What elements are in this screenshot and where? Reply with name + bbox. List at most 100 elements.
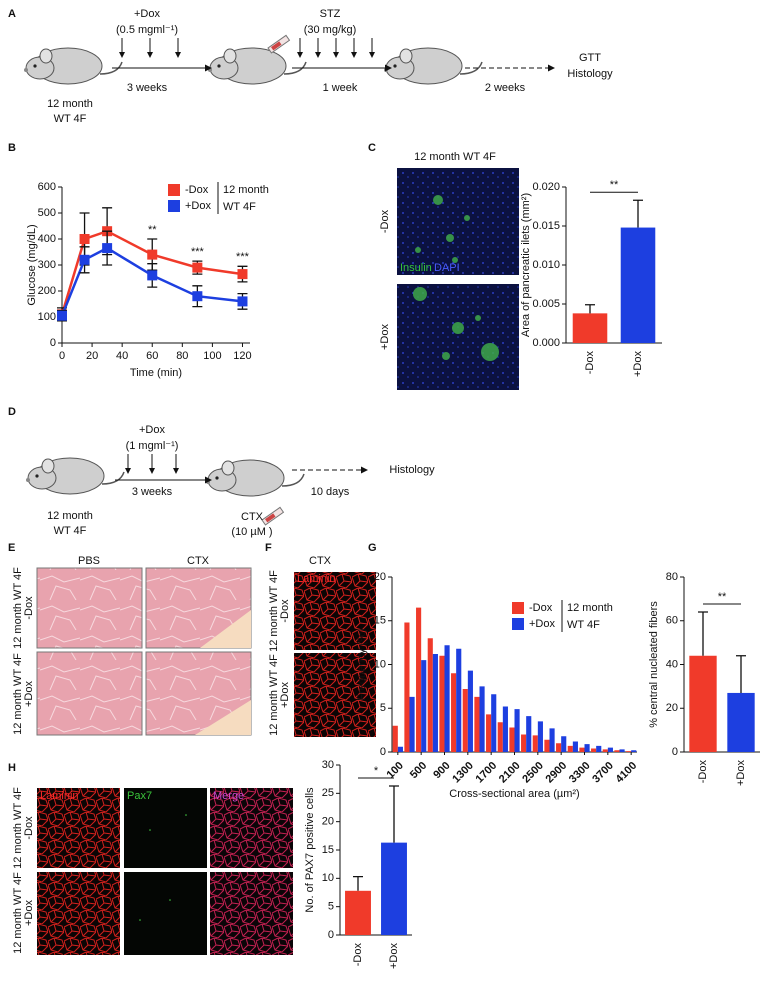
label: 1 week <box>323 82 358 94</box>
bar <box>532 735 538 752</box>
y-tick-label: 400 <box>38 233 56 245</box>
label: Histology <box>389 464 435 476</box>
row-label: +Dox <box>23 681 35 707</box>
arrow-head <box>205 64 212 72</box>
mouse-tail <box>281 473 305 487</box>
significance: * <box>374 765 379 777</box>
y-tick-label: 300 <box>38 259 56 271</box>
bar <box>474 696 480 752</box>
column-label: CTX <box>187 555 210 567</box>
x-tick-label: -Dox <box>697 760 709 784</box>
panel-letter: H <box>8 762 16 774</box>
error-bar <box>736 655 746 693</box>
point <box>237 296 248 307</box>
bar <box>421 660 427 752</box>
annotation: *** <box>191 246 205 258</box>
micrograph <box>124 788 207 868</box>
arrow-head <box>173 468 179 474</box>
bar <box>556 743 562 752</box>
bar <box>467 670 473 752</box>
point <box>57 310 67 321</box>
x-tick-label: +Dox <box>632 351 644 377</box>
bar <box>409 696 415 752</box>
bar <box>392 725 398 752</box>
bar <box>614 750 620 752</box>
label: (30 mg/kg) <box>304 24 357 36</box>
annotation: ** <box>148 224 157 236</box>
islet <box>433 195 443 205</box>
mouse-eye <box>33 64 37 68</box>
label: 10 days <box>311 486 350 498</box>
bar <box>404 622 410 752</box>
point <box>147 270 158 281</box>
mouse-eye <box>217 64 221 68</box>
bar <box>619 749 625 752</box>
label: (0.5 mgml⁻¹) <box>116 24 178 36</box>
arrow-head <box>385 64 392 72</box>
x-axis-label: Cross-sectional area (µm²) <box>449 788 579 800</box>
y-tick-label: 0.020 <box>532 181 560 193</box>
arrow-head <box>361 466 368 474</box>
legend-label: -Dox <box>529 602 553 614</box>
mouse-eye <box>35 474 39 478</box>
point <box>192 291 203 302</box>
x-tick-label: 1300 <box>450 760 476 786</box>
stain-label: Pax7 <box>127 790 152 802</box>
bar <box>479 686 485 752</box>
x-tick-label: +Dox <box>735 760 747 786</box>
content: A B C D E F G H 12 month WT 4F +Dox (0.5 mgml⁻¹) 3 w… <box>8 8 760 969</box>
x-tick-label: 40 <box>116 350 128 362</box>
mouse-ear <box>41 458 55 474</box>
bar <box>579 747 585 752</box>
point <box>102 243 113 254</box>
point <box>147 249 158 260</box>
pax7-dot <box>139 919 141 921</box>
bar <box>591 748 597 752</box>
row-label: +Dox <box>279 682 291 708</box>
y-tick-label: 15 <box>322 844 334 856</box>
mouse-ear <box>399 48 413 64</box>
x-tick-label: 2100 <box>497 760 523 786</box>
bar <box>521 734 527 752</box>
column-label: CTX <box>309 555 332 567</box>
micrograph <box>36 651 143 736</box>
y-tick-label: 500 <box>38 207 56 219</box>
y-tick-label: 200 <box>38 285 56 297</box>
row-label: +Dox <box>379 324 391 350</box>
mouse-ear <box>221 460 235 476</box>
x-tick-label: 900 <box>431 760 452 781</box>
y-tick-label: 30 <box>322 759 334 771</box>
legend-label: +Dox <box>529 618 555 630</box>
bar <box>727 692 755 752</box>
label: +Dox <box>134 8 160 20</box>
y-tick-label: 0.010 <box>532 259 560 271</box>
point <box>192 262 203 273</box>
x-tick-label: 60 <box>146 350 158 362</box>
bar <box>439 655 445 752</box>
row-label: 12 month WT 4F <box>268 654 280 736</box>
bar <box>567 745 573 752</box>
micrograph <box>397 168 519 275</box>
label: 2 weeks <box>485 82 526 94</box>
bar <box>381 842 407 935</box>
x-axis-label: Time (min) <box>130 367 182 379</box>
micrograph <box>36 567 143 649</box>
panel-letter: A <box>8 8 16 20</box>
column-label: PBS <box>78 555 100 567</box>
arrow-head <box>119 52 125 58</box>
row-label: 12 month WT 4F <box>12 787 24 869</box>
arrow-head <box>351 52 357 58</box>
arrow-head <box>333 52 339 58</box>
y-tick-label: 100 <box>38 311 56 323</box>
row-label: -Dox <box>23 816 35 840</box>
pax7-dot <box>169 899 171 901</box>
bar <box>416 607 422 752</box>
y-axis-label: No. of PAX7 positive cells <box>304 787 316 913</box>
label: 12 month WT 4F <box>414 151 496 163</box>
legend-note: 12 month <box>223 184 269 196</box>
mouse-eye <box>393 64 397 68</box>
mouse-tail <box>283 61 307 75</box>
bar <box>451 673 457 752</box>
panel-letter: C <box>368 142 376 154</box>
arrow-head <box>205 476 212 484</box>
